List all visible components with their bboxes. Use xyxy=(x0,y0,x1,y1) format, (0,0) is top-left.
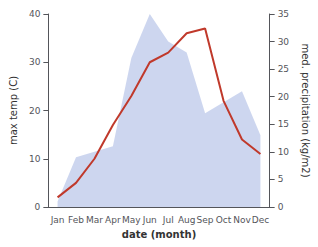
svg-text:Feb: Feb xyxy=(68,215,84,225)
svg-text:10: 10 xyxy=(278,147,290,157)
svg-text:30: 30 xyxy=(278,37,290,47)
svg-text:20: 20 xyxy=(278,92,290,102)
svg-text:10: 10 xyxy=(29,154,41,164)
svg-text:max temp (C): max temp (C) xyxy=(8,76,19,145)
svg-text:Aug: Aug xyxy=(178,215,196,225)
svg-text:15: 15 xyxy=(278,119,289,129)
svg-text:25: 25 xyxy=(278,64,289,74)
svg-text:Sep: Sep xyxy=(197,215,214,225)
svg-text:Jul: Jul xyxy=(162,215,174,225)
svg-text:Mar: Mar xyxy=(86,215,103,225)
svg-text:0: 0 xyxy=(278,202,284,212)
svg-text:Jan: Jan xyxy=(50,215,65,225)
svg-text:40: 40 xyxy=(29,9,41,19)
svg-text:med. precipitation (kg/m2): med. precipitation (kg/m2) xyxy=(300,43,311,177)
svg-text:May: May xyxy=(122,215,141,225)
svg-text:Nov: Nov xyxy=(233,215,251,225)
svg-text:Jun: Jun xyxy=(142,215,157,225)
svg-text:5: 5 xyxy=(278,174,284,184)
svg-text:20: 20 xyxy=(29,106,41,116)
svg-text:Dec: Dec xyxy=(252,215,269,225)
svg-text:date (month): date (month) xyxy=(122,229,196,240)
svg-text:Oct: Oct xyxy=(216,215,232,225)
svg-text:35: 35 xyxy=(278,9,289,19)
svg-text:Apr: Apr xyxy=(105,215,121,225)
svg-text:30: 30 xyxy=(29,57,41,67)
svg-text:0: 0 xyxy=(35,202,41,212)
